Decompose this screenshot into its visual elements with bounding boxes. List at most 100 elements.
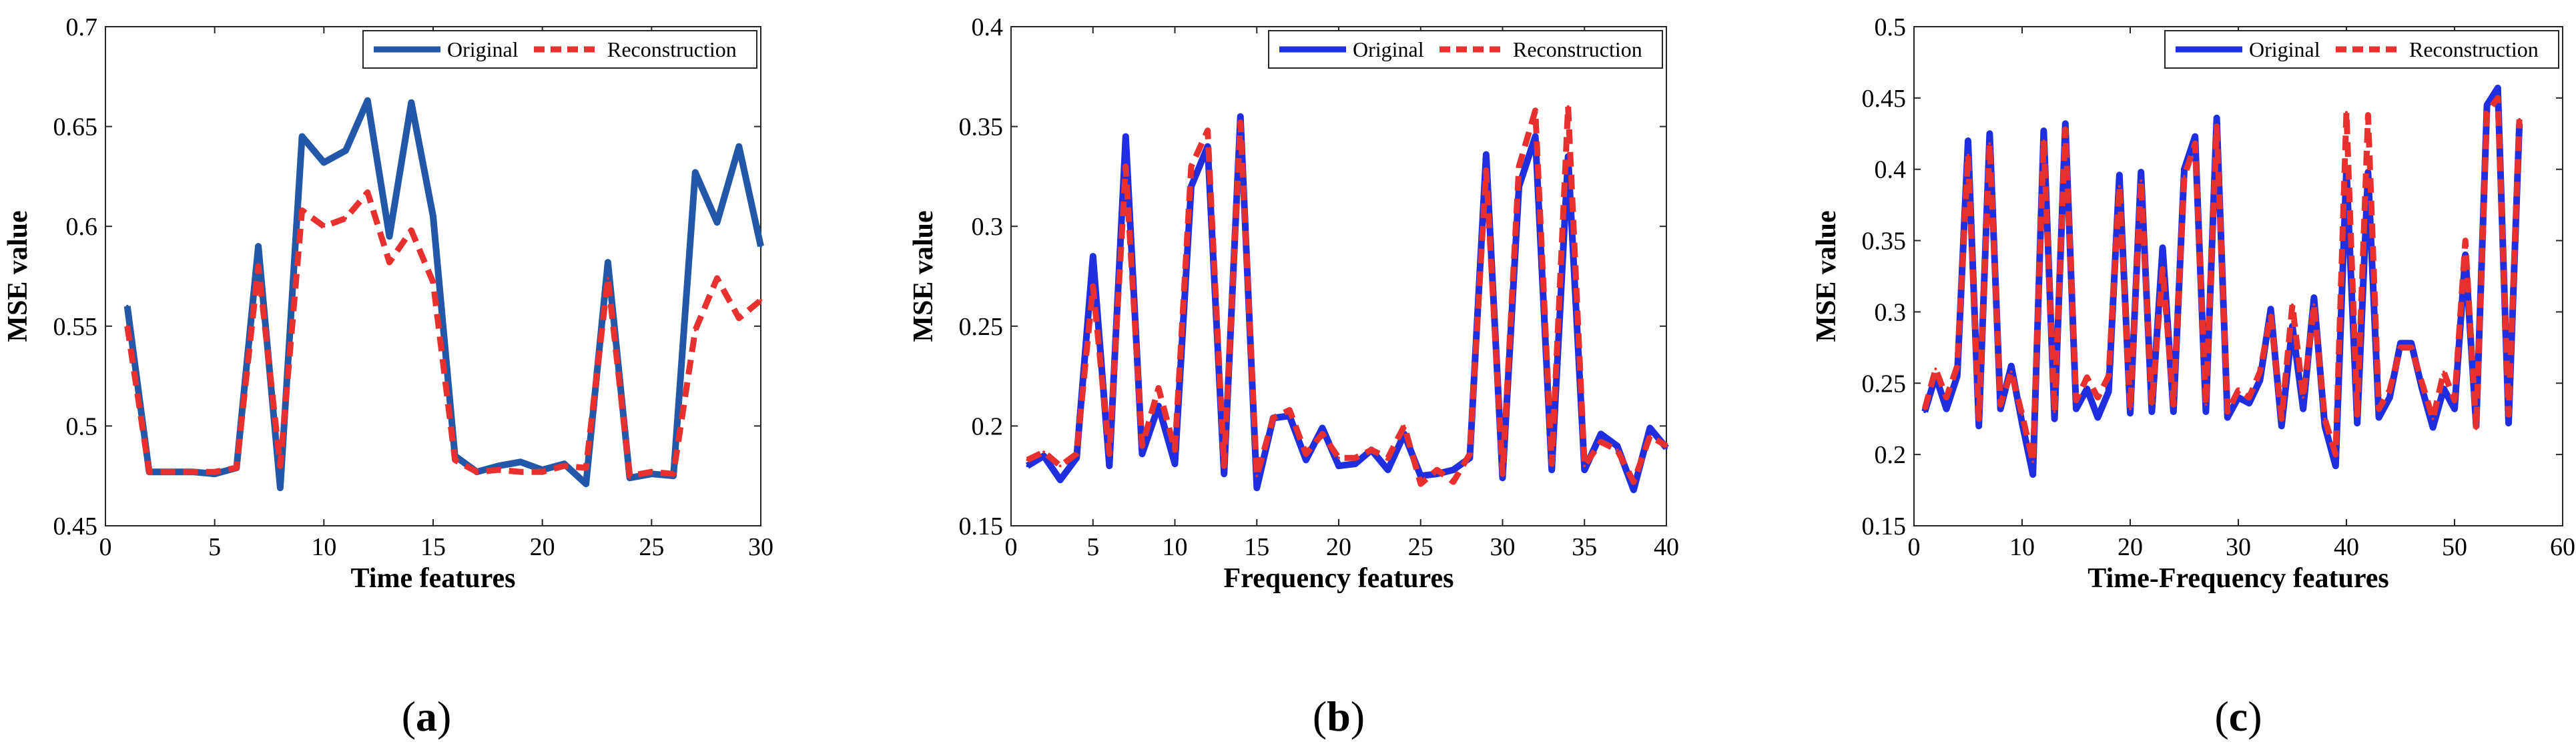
data-point-reconstruction: [2009, 370, 2013, 374]
data-point-original: [366, 99, 369, 102]
data-point-original: [2063, 122, 2067, 125]
data-point-reconstruction: [2248, 396, 2251, 399]
data-point-original: [2302, 407, 2305, 410]
data-point-original: [2388, 396, 2391, 399]
data-point-reconstruction: [1386, 456, 1389, 460]
y-tick-label: 0.45: [53, 512, 98, 540]
data-point-reconstruction: [191, 470, 194, 474]
data-point-reconstruction: [1255, 474, 1259, 478]
data-point-reconstruction: [2107, 374, 2110, 378]
data-point-reconstruction: [1337, 456, 1340, 460]
x-tick-label: 20: [2118, 533, 2143, 561]
y-tick-label: 0.6: [66, 213, 98, 241]
data-point-reconstruction: [278, 464, 282, 468]
y-tick-label: 0.35: [959, 113, 1004, 141]
panel-caption: (c): [2214, 693, 2262, 740]
data-point-reconstruction: [1173, 448, 1177, 452]
data-point-reconstruction: [1091, 284, 1094, 288]
data-point-reconstruction: [1206, 129, 1209, 132]
data-point-reconstruction: [2366, 113, 2370, 117]
data-point-reconstruction: [1977, 417, 1981, 420]
data-point-reconstruction: [2183, 175, 2186, 178]
data-point-original: [2507, 422, 2510, 425]
data-point-reconstruction: [585, 466, 588, 470]
legend: Original Reconstruction: [362, 30, 757, 69]
data-point-reconstruction: [170, 470, 173, 474]
x-tick-label: 0: [99, 533, 112, 561]
data-point-reconstruction: [2172, 403, 2175, 406]
data-point-original: [1223, 472, 1226, 476]
data-point-reconstruction: [2507, 413, 2510, 416]
data-point-reconstruction: [388, 261, 391, 264]
legend-label-reconstruction: Reconstruction: [607, 37, 737, 61]
data-point-reconstruction: [2485, 111, 2489, 114]
data-point-reconstruction: [213, 470, 216, 474]
data-point-reconstruction: [2226, 410, 2229, 414]
data-point-reconstruction: [2161, 268, 2164, 271]
legend-label-original: Original: [447, 37, 519, 61]
legend-label-reconstruction: Reconstruction: [1513, 37, 1642, 61]
data-point-original: [125, 304, 129, 308]
y-tick-label: 0.65: [53, 113, 98, 141]
data-point-reconstruction: [650, 470, 653, 474]
data-point-original: [1484, 153, 1488, 156]
data-point-original: [2194, 135, 2197, 138]
data-point-original: [2031, 473, 2035, 476]
data-point-original: [2269, 308, 2272, 311]
data-point-original: [2172, 410, 2175, 414]
x-tick-label: 10: [311, 533, 336, 561]
data-point-original: [1108, 464, 1111, 468]
y-tick-label: 0.7: [66, 13, 98, 41]
x-tick-label: 30: [1490, 533, 1516, 561]
data-point-original: [2161, 246, 2164, 250]
data-point-original: [2215, 116, 2218, 119]
legend-label-original: Original: [2249, 37, 2320, 61]
data-point-reconstruction: [1435, 468, 1439, 472]
x-tick-label: 35: [1572, 533, 1597, 561]
x-tick-label: 40: [2334, 533, 2359, 561]
data-point-reconstruction: [2053, 410, 2056, 414]
data-point-reconstruction: [1550, 462, 1554, 466]
legend: Original Reconstruction: [1268, 30, 1663, 69]
data-point-reconstruction: [1518, 165, 1521, 168]
data-point-reconstruction: [366, 191, 369, 194]
series-line-reconstruction: [1921, 95, 2523, 465]
data-point-original: [2453, 407, 2456, 410]
caption-paren-close: ): [1351, 693, 1365, 740]
data-point-original: [2085, 387, 2089, 390]
data-point-original: [1550, 468, 1554, 472]
data-point-original: [1945, 407, 1948, 410]
x-tick-label: 5: [1086, 533, 1099, 561]
data-point-reconstruction: [2496, 96, 2499, 99]
data-point-original: [2410, 342, 2413, 345]
data-point-reconstruction: [2356, 413, 2359, 416]
x-tick-label: 30: [2226, 533, 2251, 561]
legend-label-original: Original: [1353, 37, 1424, 61]
data-point-original: [2009, 364, 2013, 368]
data-point-original: [693, 171, 697, 174]
data-point-original: [1999, 407, 2002, 410]
data-point-reconstruction: [2377, 407, 2380, 410]
data-point-reconstruction: [1157, 386, 1160, 390]
caption-letter: c: [2229, 693, 2248, 740]
data-point-reconstruction: [2075, 398, 2077, 402]
data-point-original: [1255, 486, 1259, 490]
data-point-original: [519, 460, 522, 464]
data-point-reconstruction: [2096, 396, 2100, 399]
data-point-original: [2140, 170, 2143, 173]
data-point-original: [585, 482, 588, 486]
data-point-reconstruction: [410, 229, 413, 232]
series-line-reconstruction: [1026, 103, 1668, 487]
data-point-original: [1534, 135, 1537, 138]
data-point-reconstruction: [1223, 464, 1226, 468]
legend: Original Reconstruction: [2164, 30, 2559, 69]
data-point-original: [2356, 422, 2359, 425]
data-point-original: [1616, 444, 1619, 448]
data-point-original: [2366, 170, 2370, 173]
data-point-reconstruction: [759, 298, 762, 302]
chart-panel-c: 0 10 20 30 40 50 60 0.15 0.2 0.25 0.3 0.35 0.4 0.45 0.…: [1811, 13, 2575, 740]
data-point-reconstruction: [1923, 407, 1927, 410]
data-point-original: [322, 161, 326, 164]
data-point-reconstruction: [1403, 424, 1406, 428]
data-point-reconstruction: [1108, 452, 1111, 456]
